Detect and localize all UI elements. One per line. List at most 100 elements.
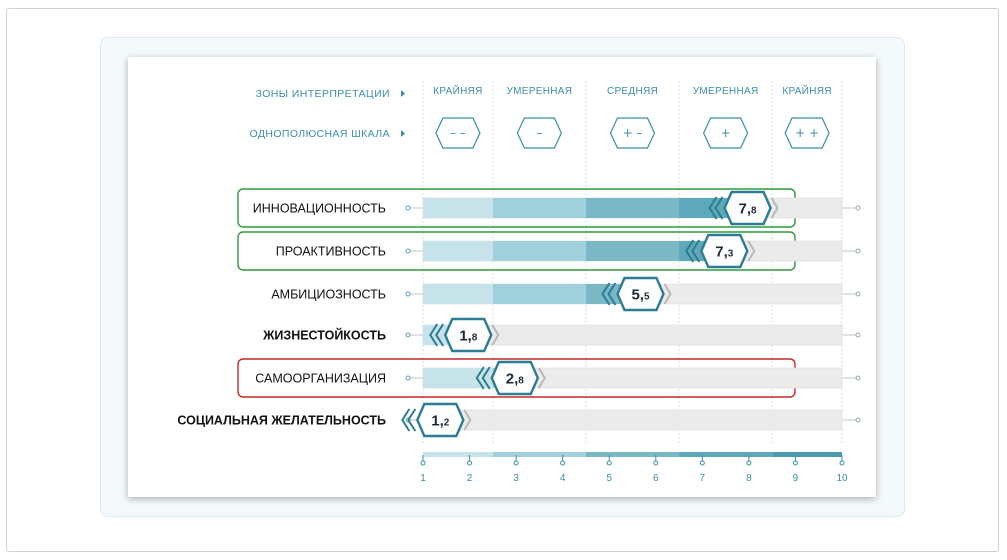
zone-name-label: СРЕДНЯЯ [607,86,658,97]
trailing-chevron-icon [537,367,546,389]
leading-chevron-icon [401,408,411,432]
zone-headers: КРАЙНЯЯ – – УМЕРЕННАЯ – СРЕДНЯЯ + – УМЕРЕННАЯ +… [433,84,832,149]
leading-chevron-icon [407,408,417,432]
axis-tick-dot [746,460,752,466]
axis-tick-label: 4 [560,473,566,484]
chart-row: ИННОВАЦИОННОСТЬ 7,8 [237,188,861,228]
trailing-chevron-icon [463,409,472,431]
zone-hexagon-icon [609,117,656,149]
zone-symbol-label: + + [795,126,819,140]
track-end-dot [855,375,861,381]
axis-color-segment [423,452,493,457]
value-label: 1,2 [431,413,450,430]
axis-color-segment [772,452,842,457]
category-label: ПРОАКТИВНОСТЬ [276,245,386,259]
track-end-dot [855,417,861,423]
zone-name-label: УМЕРЕННАЯ [507,86,573,97]
category-label: ЖИЗНЕСТОЙКОСТЬ [262,328,386,343]
zone-symbol-label: + – [623,126,643,140]
category-label: АМБИЦИОЗНОСТЬ [271,288,386,302]
leading-chevron-icon [708,196,718,220]
axis-tick-label: 2 [467,473,473,484]
value-badge [416,402,465,438]
track-start-dot [405,205,411,211]
zone-name-label: КРАЙНЯЯ [433,84,482,97]
axis-color-segment [585,452,680,457]
value-badge [490,360,540,396]
axis-tick-dot [839,460,845,466]
x-axis: 1 2 3 4 5 6 7 8 9 10 [420,452,848,484]
value-badge [699,233,749,269]
zone-grid [422,81,843,445]
value-bar-segment [423,368,493,388]
category-label: ИННОВАЦИОННОСТЬ [253,202,386,216]
zone-symbol-label: – – [450,126,466,140]
axis-color-segment [492,452,586,457]
zone-hexagon-icon [516,117,563,149]
value-label: 1,8 [459,328,478,345]
value-bar-segment [492,198,586,218]
trailing-chevron-icon [770,197,779,219]
axis-tick-dot [606,460,612,466]
axis-tick-label: 10 [836,473,848,484]
scale-header-label: ОДНОПОЛЮСНАЯ ШКАЛА [249,128,390,140]
value-bar-segment [423,198,493,218]
zone-symbol-label: + [721,126,731,140]
axis-tick-label: 1 [420,473,426,484]
value-label: 7,8 [739,201,758,218]
chart-row: ЖИЗНЕСТОЙКОСТЬ 1,8 [262,317,861,353]
axis-tick-label: 6 [653,473,659,484]
zone-hexagon-icon [784,117,830,149]
track-end-dot [855,205,861,211]
leading-chevron-icon [607,282,617,306]
axis-tick-label: 9 [793,473,799,484]
leading-chevron-icon [475,366,485,390]
leading-chevron-icon [685,239,695,263]
track-start-dot [405,375,411,381]
scale-chart: ЗОНЫ ИНТЕРПРЕТАЦИИ ОДНОПОЛЮСНАЯ ШКАЛА КР… [177,81,861,484]
zone-symbol-label: – [536,126,542,140]
axis-tick-label: 5 [606,473,612,484]
trailing-chevron-icon [663,283,672,305]
axis-tick-dot [467,460,473,466]
chart-rows: ИННОВАЦИОННОСТЬ 7,8 ПРОАКТИВНОСТЬ 7,3 АМБИЦИ… [177,188,861,438]
chart-row: СОЦИАЛЬНАЯ ЖЕЛАТЕЛЬНОСТЬ 1,2 [177,402,861,438]
axis-color-segment [679,452,773,457]
value-label: 2,8 [506,371,525,388]
chart-row: САМООРГАНИЗАЦИЯ 2,8 [237,358,861,398]
leading-chevron-icon [429,323,439,347]
axis-tick-label: 8 [746,473,752,484]
track-end-dot [855,291,861,297]
axis-tick-dot [560,460,566,466]
chart-row: АМБИЦИОЗНОСТЬ 5,5 [271,276,861,312]
zone-hexagon-icon [702,117,749,149]
zones-header-arrow-icon [401,90,405,97]
value-bar-segment [585,198,680,218]
zone-name-label: УМЕРЕННАЯ [693,86,759,97]
value-bar-segment [423,241,493,261]
axis-tick-dot [420,460,426,466]
category-label: САМООРГАНИЗАЦИЯ [255,372,386,386]
zone-hexagon-icon [435,117,481,149]
chart-row: ПРОАКТИВНОСТЬ 7,3 [237,231,861,271]
value-bar-segment [492,284,586,304]
leading-chevron-icon [601,282,611,306]
track-start-dot [405,332,411,338]
axis-tick-dot [699,460,705,466]
axis-tick-label: 3 [513,473,519,484]
value-badge [616,276,665,312]
zones-header-label: ЗОНЫ ИНТЕРПРЕТАЦИИ [256,88,390,100]
leading-chevron-icon [435,323,445,347]
trailing-chevron-icon [491,324,500,346]
trailing-chevron-icon [747,240,756,262]
track-start-dot [405,291,411,297]
value-badge [443,317,493,353]
axis-tick-label: 7 [700,473,706,484]
value-bar-segment [423,284,493,304]
axis-tick-dot [792,460,798,466]
track-end-dot [855,248,861,254]
value-track-bar [422,409,843,431]
value-badge [723,190,772,226]
zone-name-label: КРАЙНЯЯ [782,84,831,97]
chart-sheet: ЗОНЫ ИНТЕРПРЕТАЦИИ ОДНОПОЛЮСНАЯ ШКАЛА КР… [128,57,876,497]
